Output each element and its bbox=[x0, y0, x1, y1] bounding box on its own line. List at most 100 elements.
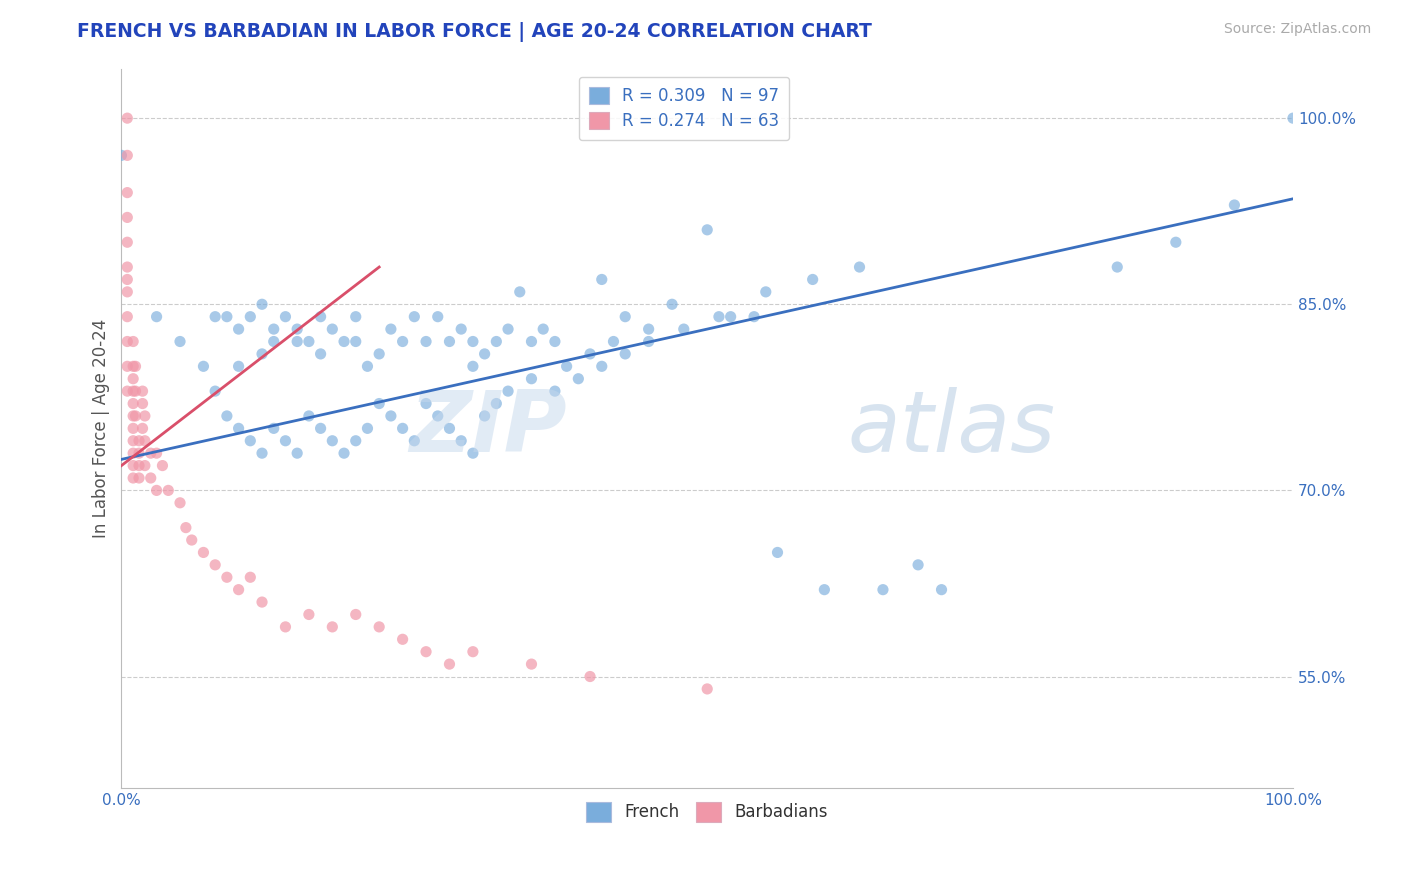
Point bbox=[169, 334, 191, 349]
Point bbox=[122, 359, 145, 374]
Point bbox=[117, 310, 139, 324]
Point bbox=[404, 434, 426, 448]
Point bbox=[124, 359, 146, 374]
Point bbox=[520, 372, 543, 386]
Point bbox=[274, 434, 297, 448]
Point bbox=[333, 446, 356, 460]
Point bbox=[766, 545, 789, 559]
Text: atlas: atlas bbox=[848, 387, 1056, 470]
Point bbox=[274, 310, 297, 324]
Point bbox=[520, 334, 543, 349]
Point bbox=[544, 334, 567, 349]
Point bbox=[239, 570, 262, 584]
Point bbox=[742, 310, 765, 324]
Point bbox=[531, 322, 554, 336]
Point bbox=[344, 607, 367, 622]
Point bbox=[368, 620, 391, 634]
Point bbox=[122, 446, 145, 460]
Point bbox=[696, 681, 718, 696]
Point bbox=[579, 669, 602, 683]
Point bbox=[128, 434, 150, 448]
Point bbox=[263, 421, 285, 435]
Text: FRENCH VS BARBADIAN IN LABOR FORCE | AGE 20-24 CORRELATION CHART: FRENCH VS BARBADIAN IN LABOR FORCE | AGE… bbox=[77, 22, 872, 42]
Point bbox=[134, 434, 156, 448]
Point bbox=[117, 148, 139, 162]
Point bbox=[415, 645, 437, 659]
Point bbox=[228, 421, 250, 435]
Point bbox=[228, 322, 250, 336]
Point bbox=[321, 322, 343, 336]
Point bbox=[128, 471, 150, 485]
Point bbox=[122, 396, 145, 410]
Point bbox=[250, 347, 273, 361]
Point bbox=[117, 359, 139, 374]
Point bbox=[602, 334, 624, 349]
Point bbox=[117, 334, 139, 349]
Point bbox=[298, 607, 321, 622]
Point bbox=[263, 322, 285, 336]
Point bbox=[285, 322, 308, 336]
Point bbox=[380, 409, 402, 423]
Point bbox=[474, 409, 496, 423]
Point bbox=[110, 148, 132, 162]
Point bbox=[274, 620, 297, 634]
Point bbox=[415, 334, 437, 349]
Point bbox=[439, 657, 461, 672]
Point bbox=[567, 372, 589, 386]
Point bbox=[461, 334, 484, 349]
Point bbox=[672, 322, 695, 336]
Point bbox=[356, 359, 378, 374]
Point bbox=[180, 533, 202, 547]
Point bbox=[485, 396, 508, 410]
Point bbox=[157, 483, 180, 498]
Point bbox=[1223, 198, 1246, 212]
Point bbox=[391, 421, 413, 435]
Point bbox=[131, 396, 153, 410]
Point bbox=[907, 558, 929, 572]
Point bbox=[204, 384, 226, 398]
Point bbox=[134, 409, 156, 423]
Point bbox=[591, 272, 613, 286]
Point bbox=[122, 384, 145, 398]
Point bbox=[321, 434, 343, 448]
Point bbox=[439, 421, 461, 435]
Point bbox=[1107, 260, 1129, 274]
Point bbox=[309, 421, 332, 435]
Point bbox=[139, 471, 162, 485]
Point bbox=[461, 359, 484, 374]
Point bbox=[707, 310, 730, 324]
Point bbox=[193, 545, 215, 559]
Point bbox=[344, 334, 367, 349]
Point bbox=[544, 384, 567, 398]
Point bbox=[344, 310, 367, 324]
Point bbox=[117, 272, 139, 286]
Text: Source: ZipAtlas.com: Source: ZipAtlas.com bbox=[1223, 22, 1371, 37]
Point bbox=[931, 582, 953, 597]
Point bbox=[450, 434, 472, 448]
Point bbox=[368, 396, 391, 410]
Point bbox=[145, 446, 167, 460]
Point bbox=[122, 409, 145, 423]
Point bbox=[145, 483, 167, 498]
Point bbox=[555, 359, 578, 374]
Point bbox=[321, 620, 343, 634]
Point bbox=[124, 384, 146, 398]
Point bbox=[117, 384, 139, 398]
Point bbox=[637, 322, 659, 336]
Point bbox=[122, 458, 145, 473]
Point bbox=[415, 396, 437, 410]
Point bbox=[509, 285, 531, 299]
Point bbox=[801, 272, 824, 286]
Point bbox=[404, 310, 426, 324]
Point bbox=[128, 446, 150, 460]
Point bbox=[174, 521, 197, 535]
Point bbox=[755, 285, 778, 299]
Point bbox=[134, 458, 156, 473]
Point bbox=[122, 372, 145, 386]
Point bbox=[309, 347, 332, 361]
Point bbox=[239, 434, 262, 448]
Point bbox=[128, 458, 150, 473]
Point bbox=[145, 310, 167, 324]
Point bbox=[215, 409, 238, 423]
Point bbox=[263, 334, 285, 349]
